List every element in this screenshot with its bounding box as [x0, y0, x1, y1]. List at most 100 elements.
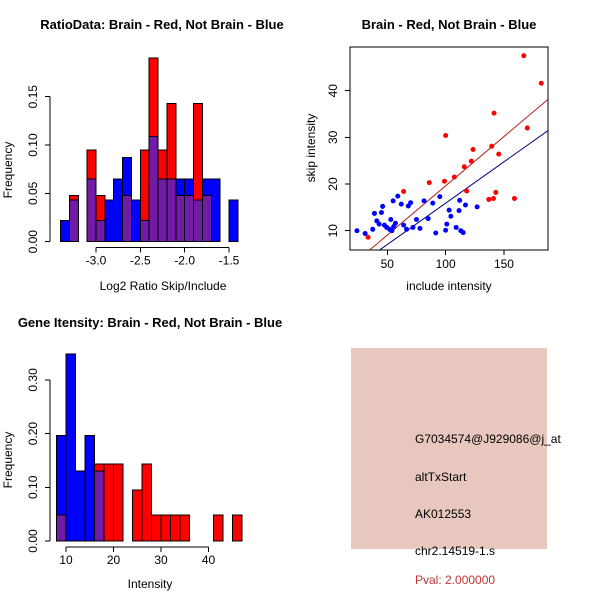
- plot-box: [349, 46, 549, 251]
- histogram-bar-overlap: [68, 199, 79, 243]
- scatter-point-blue: [421, 198, 427, 204]
- scatter-point-blue: [456, 208, 462, 214]
- scatter-point-red: [486, 196, 492, 202]
- histogram-bar-overlap: [184, 194, 195, 243]
- scatter-point-blue: [404, 226, 410, 232]
- x-axis-label: include intensity: [406, 279, 491, 293]
- histogram-bar: [193, 102, 203, 201]
- histogram-bar-overlap: [193, 199, 203, 243]
- plot-area: 0.00 0.10 0.20 0.30 10 20 30 40: [26, 353, 243, 567]
- x-tick-label: -3.0: [86, 254, 107, 268]
- scatter-point-red: [491, 110, 497, 116]
- scatter-point-red: [451, 174, 457, 180]
- y-tick-label: 0.10: [26, 133, 40, 157]
- scatter-point-red: [489, 143, 495, 149]
- scatter-point-blue: [408, 200, 414, 206]
- y-tick-label: 20: [326, 177, 340, 191]
- histogram-bar: [103, 463, 114, 542]
- x-tick-label: -2.5: [130, 254, 151, 268]
- histogram-bar-overlap: [157, 178, 168, 243]
- histogram-bar: [65, 353, 76, 542]
- panel-title: Gene Itensity: Brain - Red, Not Brain - …: [18, 315, 282, 330]
- scatter-point-blue: [401, 222, 407, 228]
- histogram-bar-overlap: [86, 178, 97, 243]
- scatter-point-blue: [371, 210, 377, 216]
- histogram-bar-overlap: [148, 135, 159, 243]
- scatter-point-blue: [433, 230, 439, 236]
- scatter-point-blue: [398, 201, 404, 207]
- x-tick-label: 50: [381, 257, 395, 271]
- histogram-bar: [212, 514, 224, 542]
- histogram-bar: [139, 149, 150, 221]
- scatter-point-blue: [462, 202, 468, 208]
- scatter-point-red: [468, 158, 474, 164]
- scatter-point-blue: [460, 230, 466, 236]
- scatter-point-blue: [443, 227, 449, 233]
- histogram-bar: [68, 194, 79, 201]
- x-tick-label: 40: [202, 553, 216, 567]
- scatter-point-blue: [474, 204, 480, 210]
- pval-text: Pval: 2.000000: [415, 573, 496, 587]
- scatter-point-blue: [413, 216, 419, 222]
- scatter-point-red: [521, 53, 527, 59]
- histogram-bar: [184, 178, 195, 196]
- x-tick-label: 30: [154, 553, 168, 567]
- scatter-point-red: [441, 178, 447, 184]
- y-tick-label: 40: [326, 84, 340, 98]
- scatter-point-blue: [380, 203, 386, 209]
- histogram-bar: [175, 178, 186, 196]
- scatter-point-red: [401, 188, 407, 194]
- scatter-point-blue: [378, 209, 384, 215]
- histogram-bar-overlap: [122, 194, 132, 243]
- y-tick-label: 0.00: [26, 230, 40, 254]
- scatter-point-red: [464, 188, 470, 194]
- y-axis-label: skip intensity: [304, 114, 318, 183]
- histogram-bar: [130, 199, 141, 243]
- plot-area: 0.00 0.05 0.10 0.15 -3.0 -2.5 -2.0 -1.5: [26, 57, 240, 268]
- probe-id-text: G7034574@J929086@j_at: [415, 432, 561, 446]
- scatter-point-red: [426, 180, 432, 186]
- scatter-point-blue: [425, 216, 431, 222]
- y-tick-label: 10: [326, 224, 340, 238]
- scatter-point-blue: [410, 224, 416, 230]
- scatter-panel: Brain - Red, Not Brain - Blue include in…: [304, 17, 549, 293]
- histogram-bar: [179, 514, 190, 542]
- scatter-point-blue: [417, 225, 423, 231]
- histogram-bar: [151, 514, 162, 542]
- histogram-bar-overlap: [95, 219, 106, 243]
- scatter-point-blue: [389, 228, 395, 234]
- histogram-bar: [132, 489, 143, 542]
- scatter-point-blue: [446, 207, 452, 213]
- histogram-bar: [56, 435, 67, 516]
- histogram-bar: [113, 463, 124, 542]
- histogram-bar: [141, 463, 152, 542]
- x-tick-label: 150: [494, 257, 514, 271]
- scatter-point-blue: [430, 200, 436, 206]
- scatter-point-blue: [448, 213, 454, 219]
- scatter-point-red: [490, 195, 496, 201]
- y-tick-label: 0.20: [26, 422, 40, 446]
- histogram-bar: [148, 57, 159, 137]
- scatter-point-red: [443, 132, 449, 138]
- histogram-bar-overlap: [94, 470, 105, 542]
- x-tick-label: -1.5: [219, 254, 240, 268]
- histogram-bar: [160, 514, 171, 542]
- y-axis-label: Frequency: [1, 432, 15, 489]
- y-tick-label: 0.15: [26, 85, 40, 109]
- region-text: chr2.14519-1.s: [415, 544, 496, 558]
- scatter-point-red: [493, 189, 499, 195]
- histogram-bar: [60, 219, 70, 243]
- y-tick-label: 0.30: [26, 368, 40, 392]
- histogram-bar: [228, 199, 239, 243]
- scatter-point-blue: [453, 224, 459, 230]
- scatter-point-red: [524, 125, 530, 131]
- scatter-point-blue: [362, 231, 368, 236]
- accession-text: AK012553: [415, 507, 472, 521]
- analysis-type-text: altTxStart: [415, 470, 467, 484]
- histogram-bar: [75, 470, 86, 542]
- scatter-point-blue: [437, 194, 443, 200]
- histogram-bar: [166, 102, 177, 180]
- histogram-bar: [104, 199, 115, 243]
- histogram-bar: [157, 149, 168, 180]
